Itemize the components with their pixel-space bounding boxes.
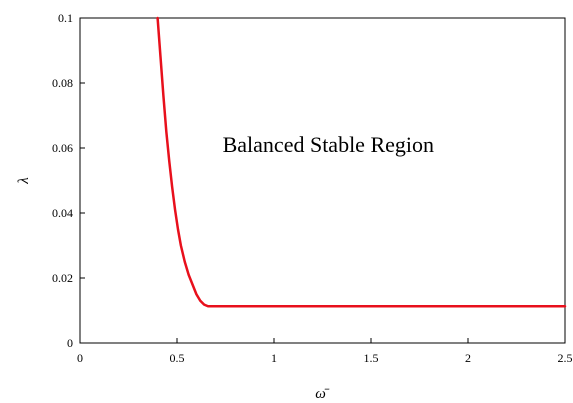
x-tick-label: 2: [465, 351, 471, 365]
series-line-0: [156, 16, 567, 308]
y-tick-label: 0.02: [52, 271, 73, 285]
y-tick-label: 0.08: [52, 76, 73, 90]
y-axis-label: λ: [16, 177, 32, 185]
y-tick-label: 0.1: [58, 11, 73, 25]
x-axis-ticks: 0 0.5 1 1.5 2 2.5: [77, 338, 573, 365]
plot-area: [79, 17, 566, 344]
x-tick-label: 0: [77, 351, 83, 365]
x-tick-label: 2.5: [558, 351, 573, 365]
x-axis-label: ω̄: [315, 386, 330, 402]
y-tick-label: 0.04: [52, 206, 73, 220]
plot-border: [79, 17, 566, 344]
y-tick-label: 0: [67, 336, 73, 350]
series-layer: [156, 16, 567, 308]
x-tick-label: 0.5: [170, 351, 185, 365]
annotation-balanced-stable-region: Balanced Stable Region: [223, 132, 434, 157]
x-tick-label: 1: [271, 351, 277, 365]
y-tick-label: 0.06: [52, 141, 73, 155]
x-tick-label: 1.5: [364, 351, 379, 365]
y-axis-ticks: 0 0.02 0.04 0.06 0.08 0.1: [52, 11, 85, 350]
